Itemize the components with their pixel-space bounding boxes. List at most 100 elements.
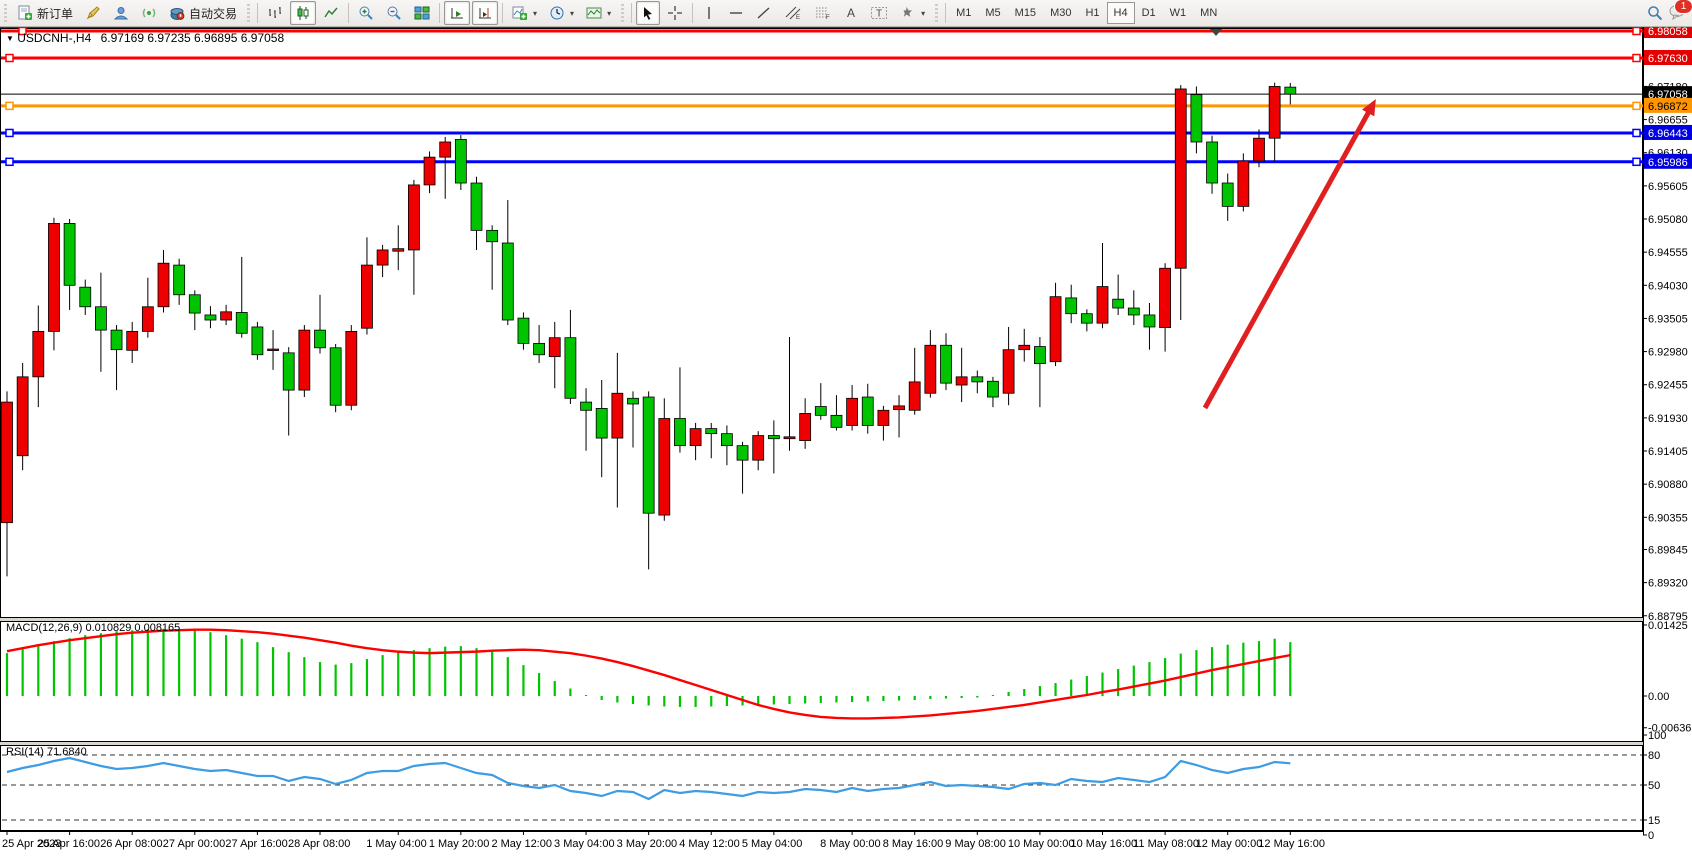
hline-handle[interactable] xyxy=(5,101,14,111)
candle-body xyxy=(345,330,358,406)
zoom-out-button[interactable] xyxy=(381,1,407,25)
candle-body xyxy=(1237,160,1250,207)
candle-body xyxy=(392,248,405,252)
tf-h4-button[interactable]: H4 xyxy=(1106,2,1135,24)
candle-body xyxy=(501,242,514,321)
tf-m5-button[interactable]: M5 xyxy=(985,7,1001,19)
symbol-dropdown-icon[interactable]: ▼ xyxy=(6,34,14,43)
hline-handle[interactable] xyxy=(5,157,14,167)
text-icon: A xyxy=(847,6,855,20)
candle-body xyxy=(16,376,29,457)
main-pane-border xyxy=(0,28,1643,618)
candle-body xyxy=(126,330,139,351)
toolbar-grip[interactable] xyxy=(933,4,941,22)
tile-windows-button[interactable] xyxy=(409,1,435,25)
text-label-icon: T xyxy=(871,7,888,20)
hline-handle[interactable] xyxy=(5,53,14,63)
candle-body xyxy=(63,223,76,286)
price-tick-label: 6.91405 xyxy=(1648,446,1688,458)
chart-shift-marker[interactable] xyxy=(1210,29,1222,36)
cursor-button[interactable] xyxy=(636,1,661,25)
candle-body xyxy=(689,428,702,447)
toolbar-grip[interactable] xyxy=(619,4,627,22)
price-tick-label: 6.89320 xyxy=(1648,578,1688,590)
tf-h1-button[interactable]: H1 xyxy=(1085,7,1100,19)
crosshair-button[interactable] xyxy=(662,1,688,25)
candle-body xyxy=(1065,297,1078,315)
candle-body xyxy=(1268,86,1281,139)
indicators-dropdown-caret[interactable]: ▾ xyxy=(533,8,538,18)
arrows-dropdown-caret[interactable]: ▾ xyxy=(921,8,926,18)
candle-body xyxy=(251,326,264,356)
indicators-icon xyxy=(512,6,528,20)
vertical-line-tool-button[interactable] xyxy=(697,1,721,25)
tf-m1-button[interactable]: M1 xyxy=(956,7,972,19)
arrows-shapes-icon xyxy=(903,6,913,17)
candle-body xyxy=(298,329,311,391)
periods-dropdown-caret[interactable]: ▾ xyxy=(570,8,575,18)
auto-scroll-button[interactable] xyxy=(444,1,471,25)
chart-shift-button[interactable] xyxy=(472,1,499,25)
candlestick-chart-icon xyxy=(297,6,309,20)
candle-body xyxy=(642,396,655,514)
signal-button[interactable] xyxy=(136,1,162,25)
candle-body xyxy=(376,249,389,266)
candle-body xyxy=(721,433,733,447)
candle-body xyxy=(329,347,342,406)
hline-handle[interactable] xyxy=(1632,101,1641,111)
search-icon[interactable] xyxy=(1647,5,1663,21)
fibonacci-tool-button[interactable]: F xyxy=(809,1,837,25)
macd-signal-line xyxy=(6,628,1291,720)
candlestick-chart-button[interactable] xyxy=(290,1,317,25)
indicators-button[interactable]: ▾ xyxy=(507,1,542,25)
trendline-tool-button[interactable] xyxy=(751,1,777,25)
svg-text:T: T xyxy=(876,9,882,20)
tf-w1-button[interactable]: W1 xyxy=(1169,7,1187,19)
hline-handle[interactable] xyxy=(1632,128,1641,138)
templates-dropdown-caret[interactable]: ▾ xyxy=(607,8,612,18)
new-order-button[interactable]: 新订单 xyxy=(12,1,78,25)
trend-arrow-annotation[interactable] xyxy=(1202,98,1376,410)
hline-handle[interactable] xyxy=(1632,26,1641,36)
tf-d1-button[interactable]: D1 xyxy=(1141,7,1156,19)
channel-tool-button[interactable]: E xyxy=(779,1,807,25)
hline-handle[interactable] xyxy=(5,128,14,138)
candle-body xyxy=(141,306,154,332)
price-badge-label: 6.96872 xyxy=(1648,101,1688,113)
arrows-tool-button[interactable]: ▾ xyxy=(895,1,930,25)
tf-m15-button[interactable]: M15 xyxy=(1014,7,1037,19)
cursor-icon xyxy=(644,6,653,20)
candle-body xyxy=(188,294,201,314)
time-tick-label: 26 Apr 08:00 xyxy=(100,838,162,850)
auto-trading-button[interactable]: 自动交易 xyxy=(164,1,242,25)
pane-splitter-macd-rsi[interactable] xyxy=(0,742,1643,745)
pane-splitter-main-macd[interactable] xyxy=(0,618,1643,621)
tf-mn-button[interactable]: MN xyxy=(1200,7,1218,19)
zoom-in-button[interactable] xyxy=(353,1,379,25)
rsi-tick-label: 80 xyxy=(1648,750,1660,762)
styler-button[interactable] xyxy=(80,1,106,25)
periods-button[interactable]: ▾ xyxy=(544,1,579,25)
horizontal-line-tool-button[interactable] xyxy=(723,1,749,25)
text-tool-button[interactable]: A xyxy=(839,1,863,25)
notifications-button[interactable]: 1 xyxy=(1669,0,1692,23)
hline-handle[interactable] xyxy=(18,26,27,36)
tf-m30-button[interactable]: M30 xyxy=(1050,7,1072,19)
candle-body xyxy=(220,311,233,321)
label-tool-button[interactable]: T xyxy=(865,1,893,25)
horizontal-line-objects xyxy=(1,26,1643,167)
hline-handle[interactable] xyxy=(1632,53,1641,63)
hline-handle[interactable] xyxy=(1632,157,1641,167)
profile-button[interactable] xyxy=(108,1,134,25)
toolbar-grip[interactable] xyxy=(245,4,253,22)
time-tick-label: 10 May 00:00 xyxy=(1008,838,1075,850)
crayon-icon xyxy=(86,6,100,20)
bar-chart-button[interactable] xyxy=(262,1,288,25)
price-tick-label: 6.93505 xyxy=(1648,313,1688,325)
templates-button[interactable]: ▾ xyxy=(581,1,616,25)
line-chart-button[interactable] xyxy=(318,1,344,25)
time-tick-label: 12 May 16:00 xyxy=(1258,838,1325,850)
toolbar-grip[interactable] xyxy=(2,4,9,22)
